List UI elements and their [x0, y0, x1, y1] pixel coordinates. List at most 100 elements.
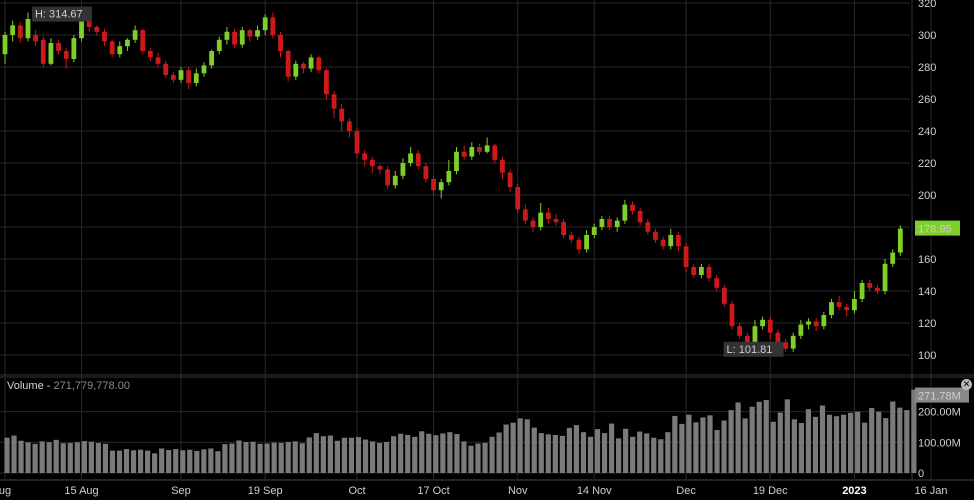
candle	[469, 142, 475, 160]
candle	[706, 263, 712, 282]
candle	[660, 236, 666, 250]
volume-bar	[25, 442, 31, 473]
volume-bar	[798, 422, 804, 473]
candle	[492, 143, 498, 163]
volume-bar	[102, 443, 109, 473]
candle	[836, 295, 842, 311]
candle-body	[561, 222, 567, 235]
candle	[859, 279, 865, 303]
price-tick-label: 240	[918, 126, 936, 138]
candle	[293, 60, 299, 80]
candle	[545, 207, 551, 224]
candle	[193, 68, 199, 87]
price-tick-label: 200	[918, 190, 936, 202]
volume-bar	[67, 442, 73, 473]
candle-body	[79, 20, 84, 39]
candle	[576, 236, 582, 255]
candle-body	[224, 31, 230, 40]
candle-body	[10, 25, 16, 35]
time-tick-label: 14 Nov	[577, 485, 612, 497]
candle-body	[415, 153, 421, 167]
volume-bar	[109, 450, 116, 473]
candle-body	[752, 326, 758, 343]
candle	[454, 147, 459, 175]
volume-bar	[721, 420, 727, 473]
candle	[415, 150, 421, 170]
candle-body	[400, 163, 406, 176]
volume-bar	[840, 414, 847, 473]
high-label: H: 314.67	[35, 9, 83, 21]
volume-bar	[496, 432, 502, 473]
volume-bar	[749, 406, 755, 473]
candle	[538, 203, 544, 231]
candle	[385, 166, 391, 189]
volume-bar	[693, 422, 699, 473]
volume-bar	[4, 437, 10, 473]
volume-bar	[285, 442, 291, 473]
candle-body	[461, 151, 467, 157]
candle	[867, 279, 873, 291]
volume-bar	[594, 429, 601, 473]
volume-bar	[405, 434, 411, 473]
candle-body	[346, 121, 352, 131]
volume-bar	[32, 443, 38, 473]
candle-body	[285, 51, 291, 77]
candle	[362, 150, 368, 167]
volume-bar	[222, 444, 228, 473]
candle-body	[660, 239, 666, 247]
candle-body	[170, 75, 176, 80]
close-volume-pane-icon[interactable]: ✕	[961, 379, 972, 390]
candle-body	[247, 30, 253, 37]
volume-bar	[447, 432, 453, 473]
candle-body	[813, 321, 819, 327]
candle	[232, 28, 237, 48]
candle-body	[147, 51, 153, 58]
candle-body	[721, 287, 727, 304]
candle-body	[614, 220, 620, 227]
candle	[553, 214, 559, 226]
grid-lines	[0, 0, 974, 481]
candle	[821, 311, 827, 330]
candle	[691, 263, 697, 279]
candle-body	[492, 145, 498, 160]
volume-bar	[152, 453, 158, 473]
candle	[507, 169, 513, 192]
candle	[461, 145, 467, 160]
volume-tick-label: 0	[918, 468, 924, 480]
volume-bar	[630, 436, 636, 473]
candle-body	[56, 43, 61, 51]
volume-bar	[826, 414, 833, 473]
candle	[71, 35, 77, 63]
volume-bar	[623, 428, 629, 473]
candle-body	[270, 17, 276, 35]
candle-body	[140, 30, 146, 51]
candle	[339, 103, 345, 131]
candle-body	[836, 302, 842, 307]
volume-bar	[742, 418, 748, 473]
candle	[216, 36, 222, 55]
volume-value: 271,779,778.00	[53, 380, 130, 392]
candle-body	[109, 41, 115, 55]
volume-bar	[145, 450, 151, 473]
time-tick-label: 15 Aug	[64, 485, 98, 497]
candle-body	[201, 65, 207, 74]
candle-body	[829, 302, 834, 315]
candle	[714, 275, 720, 291]
candle	[278, 31, 283, 58]
volume-bar	[327, 435, 333, 473]
candle	[630, 201, 635, 215]
candle	[170, 71, 176, 83]
volume-bar	[440, 433, 446, 473]
volume-bar	[194, 450, 200, 473]
volume-bar	[573, 425, 580, 473]
volume-bar	[833, 416, 840, 473]
candle-body	[454, 151, 459, 171]
candle	[500, 156, 505, 179]
candle	[584, 230, 589, 253]
volume-bar	[391, 436, 397, 473]
candle-body	[155, 57, 161, 64]
candle-body	[522, 209, 528, 221]
candle	[438, 179, 444, 199]
candle-body	[354, 131, 360, 154]
